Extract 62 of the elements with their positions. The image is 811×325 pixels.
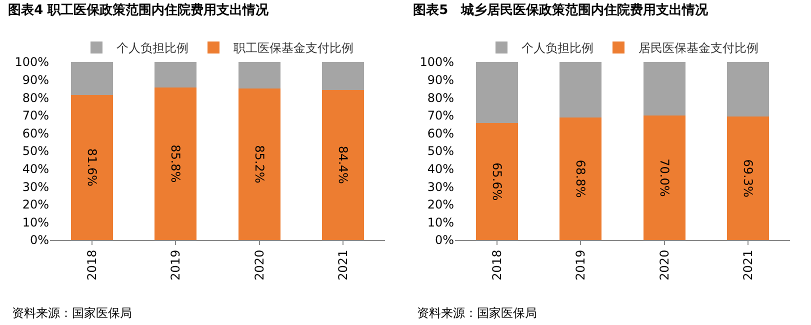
data-label: 68.8% (574, 160, 588, 198)
bar (322, 62, 364, 90)
legend-label: 个人负担比例 (522, 41, 594, 56)
legend-label: 个人负担比例 (116, 41, 188, 56)
data-label: 70.0% (657, 158, 672, 197)
bar (70, 62, 113, 95)
x-tick-label: 2020 (252, 250, 266, 280)
y-tick-label: 10% (427, 215, 454, 230)
bar (154, 62, 197, 88)
y-tick-label: 100% (420, 55, 454, 70)
y-tick-label: 40% (22, 162, 49, 176)
x-tick-label: 2021 (336, 250, 350, 280)
legend-label: 居民医保基金支付比例 (638, 41, 758, 56)
x-tick-label: 2018 (84, 250, 99, 280)
y-tick-label: 10% (22, 215, 49, 230)
text: 资料来源：国家医保局 (12, 306, 132, 320)
bar (476, 62, 518, 124)
y-tick-label: 90% (427, 73, 454, 87)
bar (476, 123, 518, 240)
y-tick-label: 90% (22, 73, 49, 87)
bar (560, 118, 602, 240)
x-tick-label: 2018 (490, 250, 504, 280)
data-label: 69.3% (741, 159, 756, 198)
y-tick-label: 20% (22, 198, 49, 212)
y-tick-label: 0% (434, 233, 454, 248)
y-tick-label: 70% (427, 108, 454, 123)
y-tick-label: 50% (22, 144, 49, 158)
bar (560, 62, 602, 118)
y-tick-label: 0% (30, 233, 49, 248)
y-tick-label: 30% (427, 180, 454, 194)
data-label: 65.6% (490, 162, 504, 201)
y-tick-label: 60% (427, 126, 454, 140)
x-tick-label: 2019 (574, 250, 588, 280)
data-label: 85.2% (252, 145, 266, 184)
y-tick-label: 50% (427, 144, 454, 158)
bar (727, 116, 770, 240)
x-tick-label: 2019 (168, 250, 183, 280)
bar (238, 88, 280, 240)
chart-title: 图表5 城乡居民医保政策范围内住院费用支出情况 (413, 2, 710, 18)
bar (727, 62, 770, 117)
y-tick-label: 40% (427, 162, 454, 176)
bar (154, 87, 197, 240)
y-tick-label: 70% (22, 108, 49, 123)
data-label: 85.8% (168, 144, 183, 183)
y-tick-label: 30% (22, 180, 49, 194)
data-label: 81.6% (84, 148, 99, 186)
chart-title: 图表4 职工医保政策范围内住院费用支出情况 (8, 2, 270, 18)
y-tick-label: 100% (14, 55, 49, 70)
bar (238, 62, 280, 88)
bar (643, 115, 686, 240)
text: 资料来源：国家医保局 (417, 306, 537, 320)
y-tick-label: 80% (22, 90, 49, 105)
bar (70, 94, 113, 240)
y-tick-label: 80% (427, 90, 454, 105)
bar (643, 62, 686, 116)
x-tick-label: 2020 (657, 250, 672, 280)
y-tick-label: 60% (22, 126, 49, 140)
data-label: 84.4% (336, 146, 350, 184)
y-tick-label: 20% (427, 198, 454, 212)
bar (322, 90, 364, 240)
legend-label: 职工医保基金支付比例 (234, 41, 354, 56)
x-tick-label: 2021 (741, 250, 756, 280)
